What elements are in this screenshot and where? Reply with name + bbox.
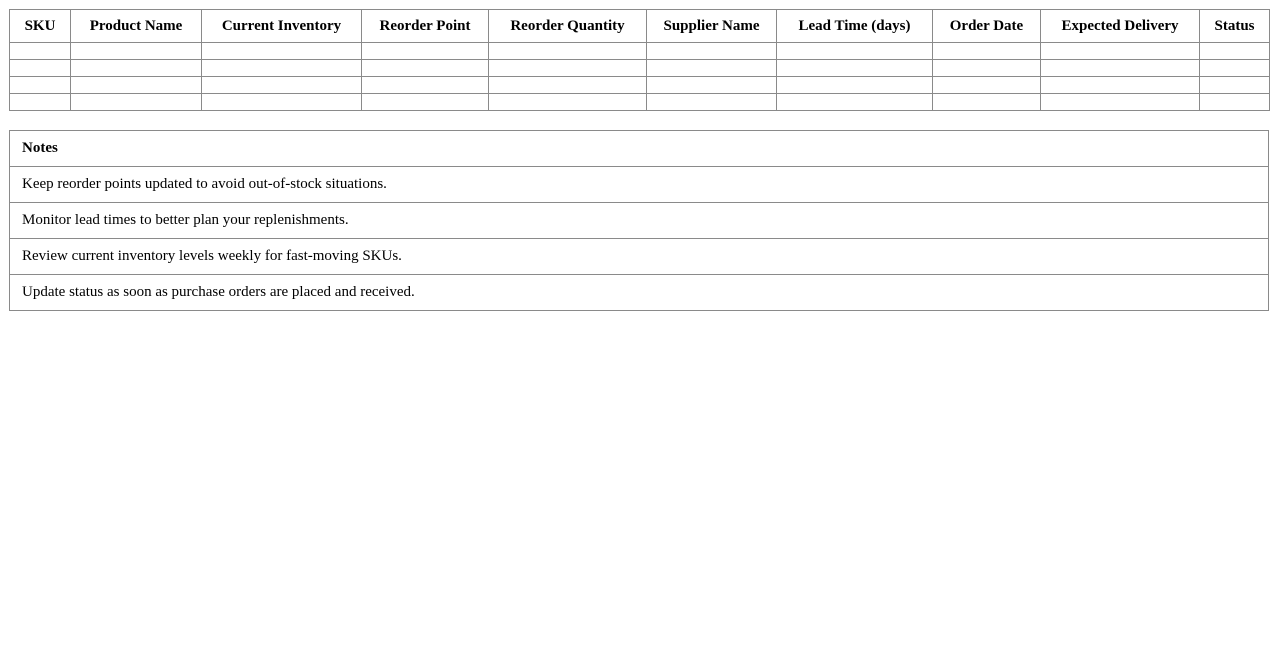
- cell-sku[interactable]: [9, 42, 71, 60]
- reorder-table-body: [9, 42, 1270, 111]
- note-text[interactable]: Keep reorder points updated to avoid out…: [9, 166, 1269, 203]
- cell-lead[interactable]: [776, 59, 933, 77]
- cell-supplier[interactable]: [646, 42, 777, 60]
- cell-lead[interactable]: [776, 76, 933, 94]
- table-row[interactable]: [9, 93, 1270, 111]
- cell-sku[interactable]: [9, 93, 71, 111]
- inventory-reorder-table: SKU Product Name Current Inventory Reord…: [9, 9, 1270, 111]
- list-item[interactable]: Keep reorder points updated to avoid out…: [9, 166, 1269, 203]
- note-text[interactable]: Update status as soon as purchase orders…: [9, 274, 1269, 311]
- cell-orderdate[interactable]: [932, 42, 1041, 60]
- cell-supplier[interactable]: [646, 76, 777, 94]
- list-item[interactable]: Review current inventory levels weekly f…: [9, 238, 1269, 275]
- table-header-row: SKU Product Name Current Inventory Reord…: [9, 9, 1270, 43]
- column-header-inventory[interactable]: Current Inventory: [201, 9, 362, 43]
- cell-inventory[interactable]: [201, 42, 362, 60]
- notes-table-body: Keep reorder points updated to avoid out…: [9, 166, 1269, 311]
- cell-product[interactable]: [70, 93, 202, 111]
- notes-section: Notes Keep reorder points updated to avo…: [9, 130, 1269, 311]
- cell-orderdate[interactable]: [932, 59, 1041, 77]
- column-header-supplier[interactable]: Supplier Name: [646, 9, 777, 43]
- column-header-status[interactable]: Status: [1199, 9, 1270, 43]
- cell-product[interactable]: [70, 59, 202, 77]
- column-header-orderdate[interactable]: Order Date: [932, 9, 1041, 43]
- cell-lead[interactable]: [776, 42, 933, 60]
- note-text[interactable]: Review current inventory levels weekly f…: [9, 238, 1269, 275]
- column-header-expected[interactable]: Expected Delivery: [1040, 9, 1200, 43]
- cell-quantity[interactable]: [488, 59, 647, 77]
- column-header-lead[interactable]: Lead Time (days): [776, 9, 933, 43]
- cell-status[interactable]: [1199, 93, 1270, 111]
- table-row[interactable]: [9, 76, 1270, 94]
- cell-inventory[interactable]: [201, 59, 362, 77]
- column-header-point[interactable]: Reorder Point: [361, 9, 489, 43]
- cell-quantity[interactable]: [488, 76, 647, 94]
- cell-orderdate[interactable]: [932, 93, 1041, 111]
- table-row[interactable]: [9, 59, 1270, 77]
- cell-supplier[interactable]: [646, 59, 777, 77]
- cell-point[interactable]: [361, 93, 489, 111]
- cell-expected[interactable]: [1040, 42, 1200, 60]
- reorder-table-head: SKU Product Name Current Inventory Reord…: [9, 9, 1270, 43]
- cell-quantity[interactable]: [488, 93, 647, 111]
- cell-point[interactable]: [361, 42, 489, 60]
- cell-inventory[interactable]: [201, 93, 362, 111]
- cell-status[interactable]: [1199, 59, 1270, 77]
- cell-point[interactable]: [361, 76, 489, 94]
- column-header-product[interactable]: Product Name: [70, 9, 202, 43]
- notes-table: Notes Keep reorder points updated to avo…: [9, 130, 1269, 311]
- cell-status[interactable]: [1199, 76, 1270, 94]
- cell-expected[interactable]: [1040, 93, 1200, 111]
- cell-inventory[interactable]: [201, 76, 362, 94]
- notes-header-row: Notes: [9, 130, 1269, 167]
- column-header-quantity[interactable]: Reorder Quantity: [488, 9, 647, 43]
- notes-header-label: Notes: [9, 130, 1269, 167]
- cell-product[interactable]: [70, 76, 202, 94]
- column-header-sku[interactable]: SKU: [9, 9, 71, 43]
- cell-sku[interactable]: [9, 76, 71, 94]
- cell-expected[interactable]: [1040, 76, 1200, 94]
- cell-expected[interactable]: [1040, 59, 1200, 77]
- note-text[interactable]: Monitor lead times to better plan your r…: [9, 202, 1269, 239]
- cell-orderdate[interactable]: [932, 76, 1041, 94]
- cell-status[interactable]: [1199, 42, 1270, 60]
- cell-point[interactable]: [361, 59, 489, 77]
- cell-supplier[interactable]: [646, 93, 777, 111]
- cell-product[interactable]: [70, 42, 202, 60]
- list-item[interactable]: Update status as soon as purchase orders…: [9, 274, 1269, 311]
- cell-lead[interactable]: [776, 93, 933, 111]
- cell-sku[interactable]: [9, 59, 71, 77]
- notes-table-head: Notes: [9, 130, 1269, 167]
- cell-quantity[interactable]: [488, 42, 647, 60]
- table-row[interactable]: [9, 42, 1270, 60]
- list-item[interactable]: Monitor lead times to better plan your r…: [9, 202, 1269, 239]
